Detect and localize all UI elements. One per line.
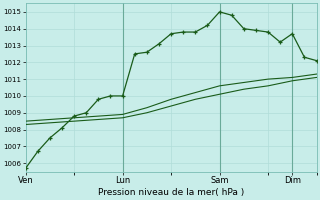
X-axis label: Pression niveau de la mer( hPa ): Pression niveau de la mer( hPa ) (98, 188, 244, 197)
